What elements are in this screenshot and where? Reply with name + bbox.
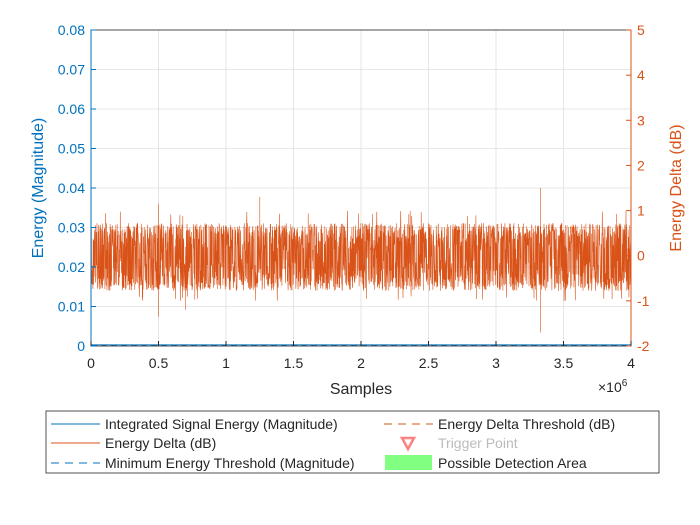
left-y-tick-label: 0.01	[58, 299, 85, 315]
x-tick-label: 2.5	[419, 355, 439, 371]
legend-label-trigger: Trigger Point	[438, 435, 518, 451]
legend-label-detection: Possible Detection Area	[438, 455, 587, 471]
left-axis-label: Energy (Magnitude)	[30, 118, 47, 259]
x-tick-label: 0	[87, 355, 95, 371]
left-y-tick-label: 0.03	[58, 220, 85, 236]
legend-box	[45, 410, 660, 474]
left-y-tick-label: 0	[77, 338, 85, 354]
legend-swatch-detection	[385, 455, 432, 470]
right-y-tick-label: 2	[637, 157, 645, 173]
right-y-tick-label: -1	[637, 293, 650, 309]
legend-label-delta: Energy Delta (dB)	[105, 435, 216, 451]
legend-label-min-threshold: Minimum Energy Threshold (Magnitude)	[105, 455, 355, 471]
right-y-tick-label: 0	[637, 248, 645, 264]
left-y-tick-label: 0.08	[58, 22, 85, 38]
x-tick-label: 0.5	[149, 355, 169, 371]
legend-label-signal: Integrated Signal Energy (Magnitude)	[105, 416, 338, 432]
ticks: 0 0.5 1 1.5 2 2.5 3 3.5 4 0 0.01 0.02 0.03 0.04 0.05 0.…	[58, 22, 650, 371]
trigger-point-icon	[399, 436, 417, 452]
left-y-tick-label: 0.05	[58, 141, 85, 157]
x-exponent-label: ×106	[598, 378, 628, 395]
left-y-tick-label: 0.07	[58, 62, 85, 78]
right-axis-label: Energy Delta (dB)	[668, 124, 685, 251]
x-axis-label: Samples	[330, 381, 392, 398]
x-tick-label: 2	[357, 355, 365, 371]
left-y-tick-label: 0.04	[58, 180, 85, 196]
grid	[90, 29, 632, 347]
right-y-tick-label: -2	[637, 338, 650, 354]
legend-label-delta-threshold: Energy Delta Threshold (dB)	[438, 416, 615, 432]
left-y-tick-label: 0.02	[58, 259, 85, 275]
x-tick-label: 1	[222, 355, 230, 371]
energy-delta-line	[90, 188, 632, 333]
left-y-tick-label: 0.06	[58, 101, 85, 117]
x-tick-label: 1.5	[284, 355, 304, 371]
right-y-tick-label: 1	[637, 203, 645, 219]
right-y-tick-label: 4	[637, 67, 645, 83]
right-y-tick-label: 5	[637, 22, 645, 38]
legend[interactable]: Integrated Signal Energy (Magnitude) Ene…	[45, 410, 660, 474]
x-tick-label: 4	[627, 355, 635, 371]
x-tick-label: 3.5	[554, 355, 574, 371]
right-y-tick-label: 3	[637, 112, 645, 128]
x-tick-label: 3	[492, 355, 500, 371]
